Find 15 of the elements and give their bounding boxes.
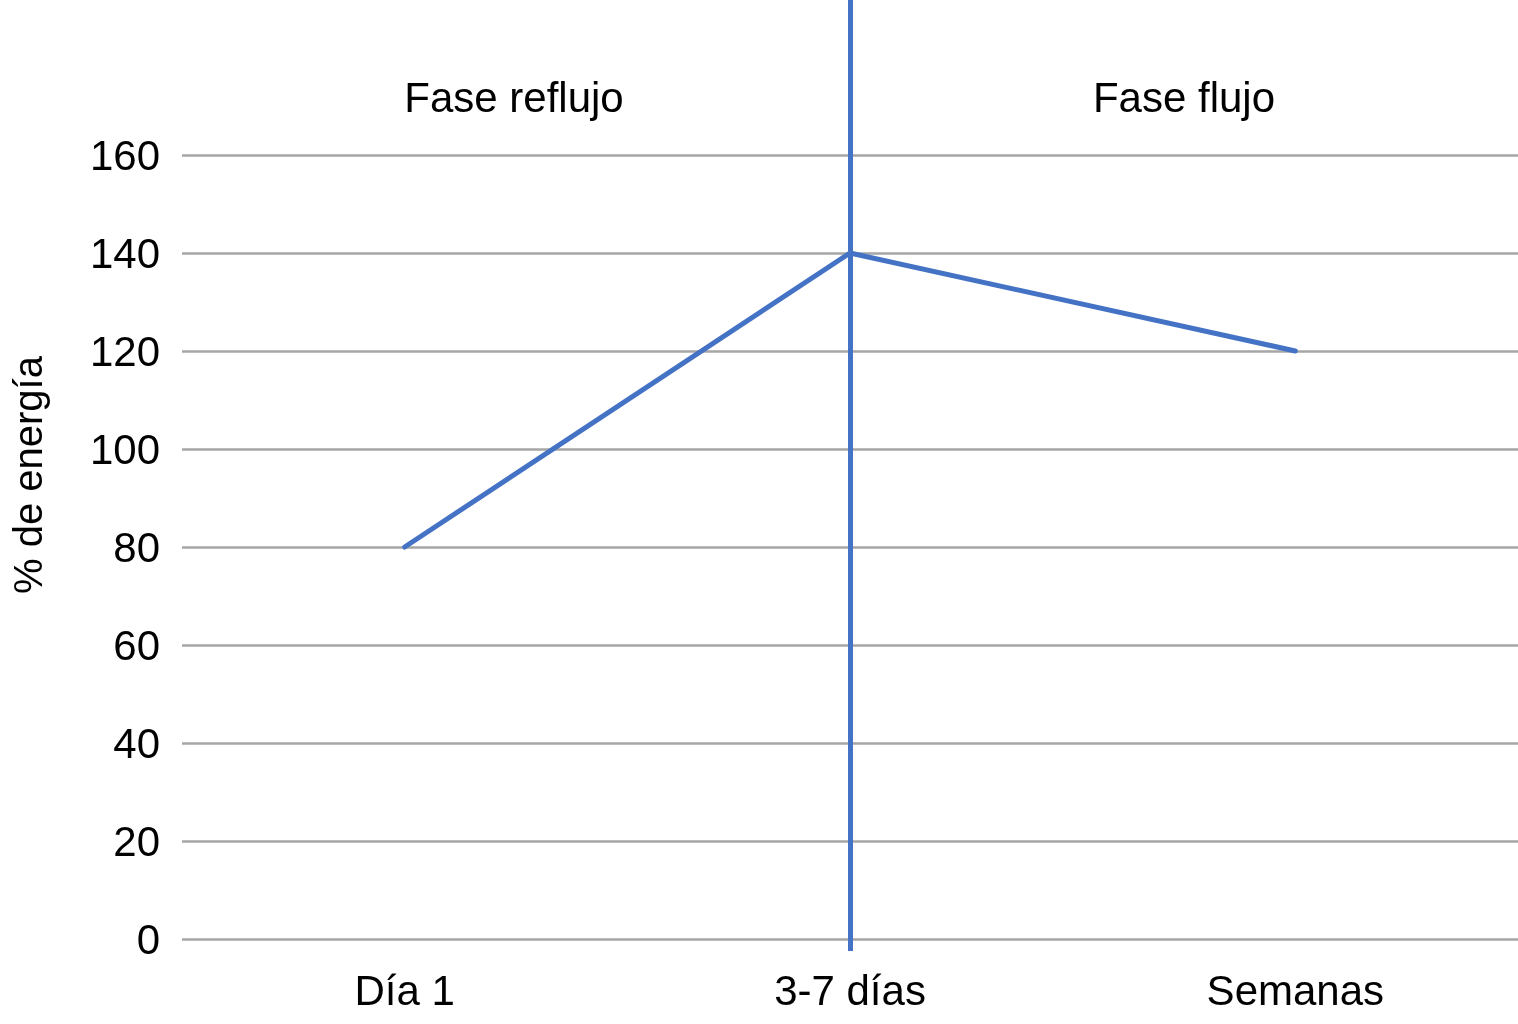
y-tick-label: 80 xyxy=(113,523,160,571)
text: Fase reflujo xyxy=(404,73,624,121)
y-tick-label: 40 xyxy=(113,719,160,767)
y-axis-title: % de energía xyxy=(6,355,50,594)
y-tick-label: 100 xyxy=(89,425,160,473)
text: Fase flujo xyxy=(1092,73,1276,121)
y-tick-label: 120 xyxy=(89,327,160,375)
x-tick-label: 3-7 días xyxy=(774,966,926,1014)
y-tick-label: 60 xyxy=(113,621,160,669)
y-tick-label: 20 xyxy=(113,817,160,865)
y-tick-label: 160 xyxy=(89,131,160,179)
x-tick-label: Semanas xyxy=(1206,966,1385,1014)
x-tick-label: Día 1 xyxy=(354,966,455,1014)
y-tick-label: 0 xyxy=(136,915,160,963)
y-tick-label: 140 xyxy=(89,229,160,277)
